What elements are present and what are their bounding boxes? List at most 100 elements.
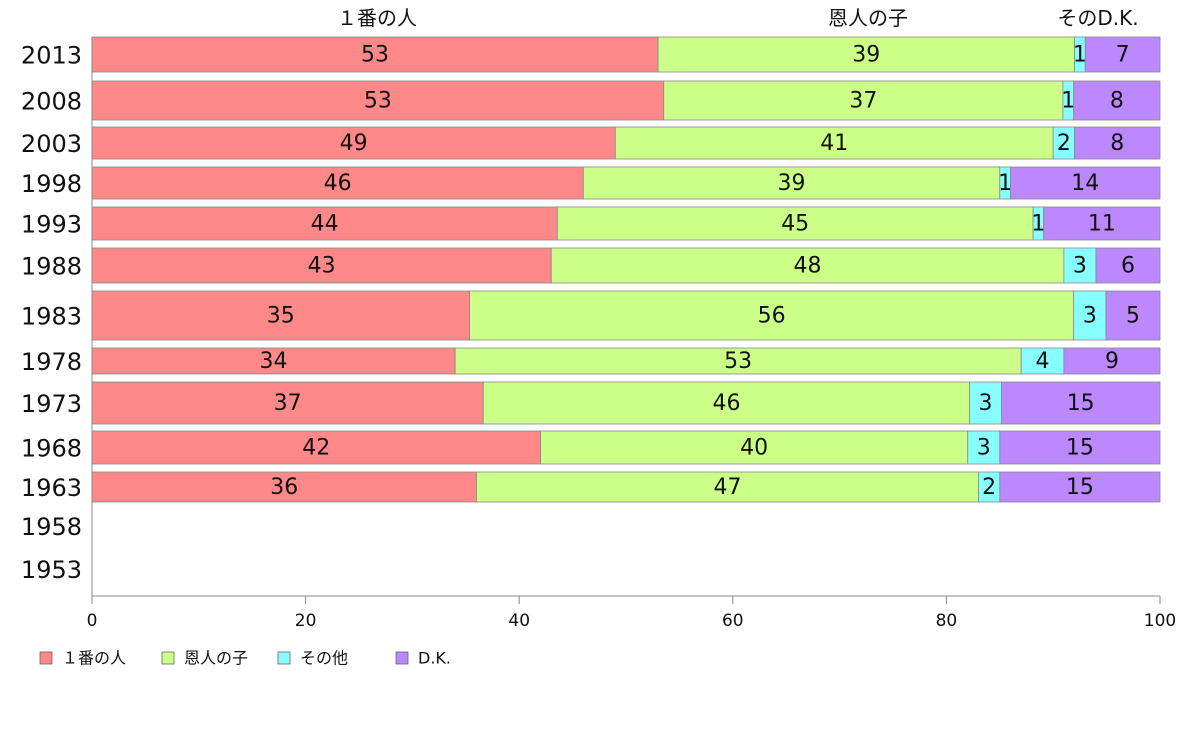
bar-segment-1988-3 — [1095, 247, 1161, 284]
data-label-1968-3: 15 — [1066, 436, 1094, 461]
bar-segment-2013-3 — [1084, 36, 1161, 73]
bar-segment-1963-3 — [999, 471, 1161, 503]
data-label-2013-2: 1 — [1073, 43, 1087, 68]
legend-swatch-1 — [161, 651, 175, 665]
data-label-1993-3: 11 — [1088, 212, 1116, 237]
data-label-1963-3: 15 — [1066, 475, 1094, 500]
bar-segment-1988-0 — [91, 247, 552, 284]
bar-segment-2003-0 — [91, 126, 616, 160]
bar-segment-2013-1 — [657, 36, 1075, 73]
data-label-1998-0: 46 — [324, 171, 352, 196]
bar-segment-1988-2 — [1063, 247, 1097, 284]
top-label-1: 恩人の子 — [828, 6, 908, 30]
year-label-1983: 1983 — [21, 303, 82, 331]
bar-segment-1978-3 — [1063, 347, 1161, 375]
data-label-1993-2: 1 — [1031, 212, 1045, 237]
year-label-2003: 2003 — [21, 130, 82, 158]
x-tick-label-40: 40 — [508, 611, 530, 631]
x-tick-label-80: 80 — [936, 611, 958, 631]
x-tick-label-0: 0 — [87, 611, 98, 631]
data-label-1983-3: 5 — [1126, 304, 1140, 329]
bar-segment-2008-3 — [1073, 80, 1161, 121]
bar-segment-1978-0 — [91, 347, 456, 375]
data-label-1973-3: 15 — [1067, 391, 1095, 416]
bar-segment-1963-0 — [91, 471, 477, 503]
legend: １番の人 恩人の子 その他 D.K. — [39, 649, 451, 668]
data-label-1978-0: 34 — [260, 349, 288, 374]
year-label-1958: 1958 — [21, 513, 82, 541]
data-label-2008-1: 37 — [849, 89, 877, 114]
bar-segment-1983-2 — [1073, 290, 1107, 341]
data-label-1983-1: 56 — [758, 304, 786, 329]
data-label-1963-0: 36 — [270, 475, 298, 500]
data-label-1968-1: 40 — [740, 436, 768, 461]
bar-segment-1973-1 — [482, 381, 971, 425]
year-label-1968: 1968 — [21, 435, 82, 463]
year-label-2013: 2013 — [21, 42, 82, 70]
x-axis: 0 20 40 60 80 100 — [87, 37, 1176, 631]
year-label-2008: 2008 — [21, 88, 82, 116]
year-label-1963: 1963 — [21, 474, 82, 502]
data-label-1973-1: 46 — [712, 391, 740, 416]
bar-segment-1988-1 — [550, 247, 1065, 284]
bar-segment-1993-0 — [91, 206, 558, 241]
data-label-2013-3: 7 — [1116, 43, 1130, 68]
data-label-1988-1: 48 — [794, 254, 822, 279]
top-label-2: そのD.K. — [1057, 6, 1138, 30]
bar-segment-1968-0 — [91, 430, 541, 465]
top-series-labels: １番の人 恩人の子 そのD.K. — [337, 6, 1139, 30]
data-label-2008-0: 53 — [364, 89, 392, 114]
bar-segment-1973-3 — [1000, 381, 1161, 425]
data-label-2008-2: 1 — [1061, 89, 1075, 114]
bar-segment-1983-3 — [1105, 290, 1161, 341]
year-label-1978: 1978 — [21, 348, 82, 376]
data-label-1983-2: 3 — [1083, 304, 1097, 329]
data-label-1978-1: 53 — [724, 349, 752, 374]
data-label-1993-0: 44 — [311, 212, 339, 237]
legend-swatch-3 — [395, 651, 409, 665]
bar-segment-1968-1 — [540, 430, 969, 465]
year-label-1988: 1988 — [21, 253, 82, 281]
data-label-1998-3: 14 — [1071, 171, 1099, 196]
data-label-2003-3: 8 — [1110, 131, 1124, 156]
data-label-2013-1: 39 — [852, 43, 880, 68]
bar-segment-2013-0 — [91, 36, 659, 73]
data-label-2008-3: 8 — [1110, 89, 1124, 114]
data-label-2003-0: 49 — [340, 131, 368, 156]
x-tick-label-20: 20 — [295, 611, 317, 631]
legend-label-1: 恩人の子 — [184, 649, 248, 668]
data-label-1973-2: 3 — [979, 391, 993, 416]
data-label-1963-1: 47 — [713, 475, 741, 500]
legend-label-3: D.K. — [418, 649, 451, 668]
legend-swatch-0 — [39, 651, 53, 665]
bar-segment-2003-1 — [614, 126, 1054, 160]
bar-segment-1978-1 — [454, 347, 1022, 375]
bar-segment-2008-1 — [663, 80, 1064, 121]
data-label-2003-1: 41 — [820, 131, 848, 156]
top-label-0: １番の人 — [337, 6, 417, 30]
data-label-1968-0: 42 — [302, 436, 330, 461]
data-label-1998-2: 1 — [998, 171, 1012, 196]
x-tick-label-100: 100 — [1144, 611, 1176, 631]
data-label-1988-0: 43 — [308, 254, 336, 279]
legend-swatch-2 — [277, 651, 291, 665]
bar-segment-1998-1 — [582, 166, 1001, 200]
legend-label-2: その他 — [300, 649, 348, 668]
data-label-1993-1: 45 — [781, 212, 809, 237]
bar-segment-1968-2 — [967, 430, 1001, 465]
data-label-1973-0: 37 — [274, 391, 302, 416]
data-label-1978-3: 9 — [1105, 349, 1119, 374]
bar-segment-1983-1 — [469, 290, 1075, 341]
bar-segment-1998-3 — [1010, 166, 1161, 200]
bar-segment-1983-0 — [91, 290, 470, 341]
year-label-1973: 1973 — [21, 390, 82, 418]
bar-segment-2003-3 — [1074, 126, 1161, 160]
x-tick-label-60: 60 — [722, 611, 744, 631]
legend-label-0: １番の人 — [62, 649, 126, 668]
data-label-1998-1: 39 — [778, 171, 806, 196]
year-label-1998: 1998 — [21, 170, 82, 198]
bar-segment-1993-3 — [1043, 206, 1161, 241]
bar-segment-1993-1 — [556, 206, 1034, 241]
